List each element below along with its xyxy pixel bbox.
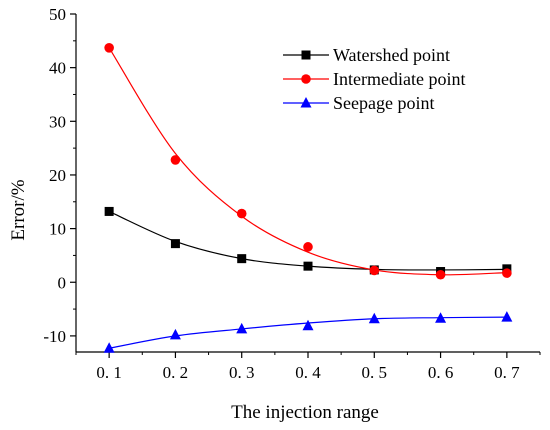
data-point — [103, 342, 115, 353]
x-tick-label: 0. 5 — [362, 363, 388, 382]
legend-label: Intermediate point — [333, 69, 465, 89]
data-point — [368, 312, 380, 324]
data-point — [236, 322, 248, 334]
legend-marker — [301, 50, 311, 60]
data-point — [303, 242, 313, 252]
series-markers — [103, 43, 513, 353]
data-point — [170, 239, 180, 249]
x-tick-label: 0. 4 — [295, 363, 321, 382]
data-point — [170, 155, 181, 165]
y-tick-label: 20 — [49, 166, 66, 185]
series-curves — [108, 47, 507, 349]
data-point — [435, 312, 447, 323]
y-tick-label: 10 — [49, 220, 66, 239]
legend: Watershed point Intermediate point Seepage… — [283, 45, 465, 113]
legend-marker — [300, 97, 312, 108]
data-point — [369, 265, 380, 276]
data-point — [501, 311, 513, 322]
y-tick-label: 50 — [49, 5, 66, 24]
tick-labels: -10 0 10 20 30 40 50 0. 1 0. 2 0. 3 0. 4 0. 5 0. 6 0.… — [43, 5, 520, 382]
legend-label: Seepage point — [333, 93, 434, 113]
data-point — [435, 269, 446, 280]
data-point — [237, 254, 247, 264]
series-line-1 — [108, 210, 507, 271]
y-tick-label: 0 — [58, 273, 67, 292]
data-point — [104, 43, 114, 53]
x-tick-label: 0. 1 — [96, 363, 122, 382]
x-axis-label: The injection range — [231, 402, 379, 423]
y-tick-label: -10 — [43, 327, 66, 346]
y-tick-label: 30 — [49, 112, 66, 131]
x-tick-label: 0. 7 — [494, 363, 520, 382]
y-axis-label: Error/% — [8, 179, 29, 240]
x-tick-label: 0. 6 — [428, 363, 454, 382]
axes — [70, 13, 541, 358]
data-point — [169, 328, 181, 340]
data-point — [302, 319, 314, 331]
data-point — [104, 206, 114, 216]
x-tick-label: 0. 3 — [229, 363, 255, 382]
legend-label: Watershed point — [333, 45, 450, 65]
data-point — [303, 261, 313, 271]
x-tick-label: 0. 2 — [163, 363, 189, 382]
y-tick-label: 40 — [49, 59, 66, 78]
data-point — [236, 208, 247, 219]
data-point — [502, 268, 512, 278]
legend-marker — [301, 74, 311, 84]
